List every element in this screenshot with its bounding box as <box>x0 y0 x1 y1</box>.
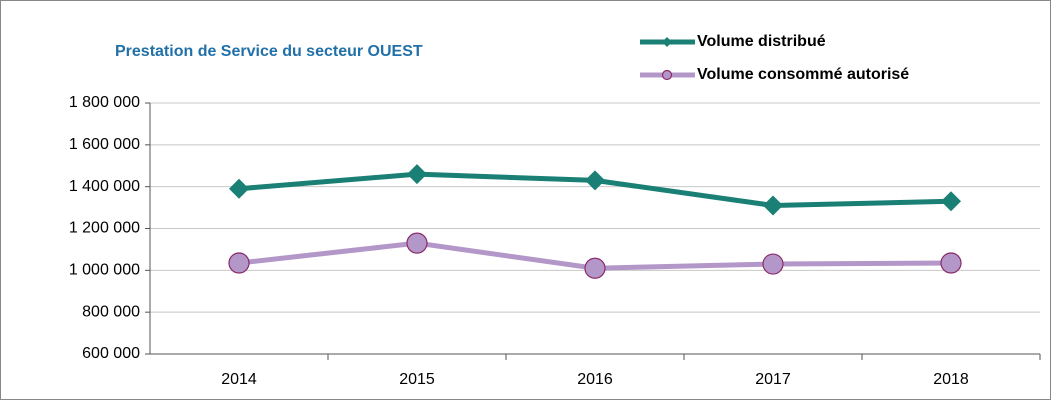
marker <box>229 178 249 199</box>
y-tick-label: 1 000 000 <box>69 262 140 279</box>
marker <box>585 170 605 191</box>
y-tick-label: 1 400 000 <box>69 178 140 195</box>
marker <box>406 232 428 254</box>
marker <box>584 257 606 279</box>
y-tick-label: 1 800 000 <box>69 94 140 111</box>
marker <box>763 195 783 216</box>
marker <box>661 69 673 81</box>
y-tick-label: 1 600 000 <box>69 136 140 153</box>
chart-title: Prestation de Service du secteur OUEST <box>115 43 423 60</box>
legend-label: Volume consommé autorisé <box>697 66 909 83</box>
x-tick-label: 2015 <box>399 371 435 388</box>
y-tick-label: 800 000 <box>82 303 140 320</box>
marker <box>762 253 784 275</box>
x-tick-label: 2017 <box>755 371 791 388</box>
marker <box>662 37 672 47</box>
marker <box>228 252 250 274</box>
marker <box>941 191 961 212</box>
y-tick-label: 600 000 <box>82 345 140 362</box>
legend-label: Volume distribué <box>697 33 826 50</box>
x-tick-label: 2014 <box>221 371 257 388</box>
marker <box>940 252 962 274</box>
x-tick-label: 2016 <box>577 371 613 388</box>
marker <box>407 164 427 185</box>
y-tick-label: 1 200 000 <box>69 220 140 237</box>
x-tick-label: 2018 <box>933 371 969 388</box>
